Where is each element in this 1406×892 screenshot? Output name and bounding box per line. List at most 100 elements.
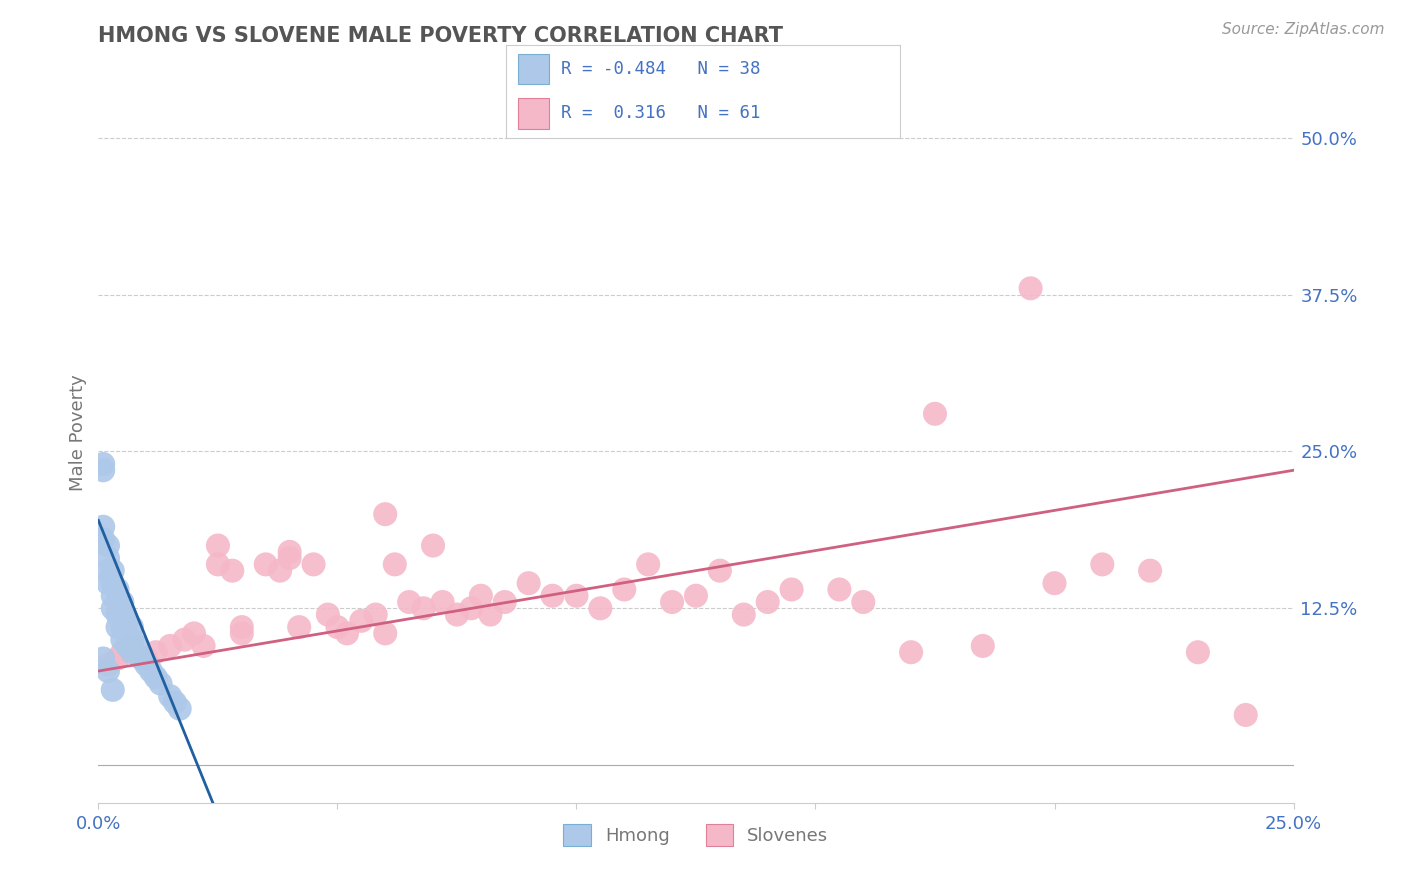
- Point: [565, 589, 588, 603]
- Point: [422, 539, 444, 553]
- Bar: [517, 54, 550, 85]
- Point: [111, 632, 134, 647]
- Point: [709, 564, 731, 578]
- Point: [221, 564, 243, 578]
- Point: [384, 558, 406, 572]
- Point: [173, 632, 195, 647]
- Point: [432, 595, 454, 609]
- Point: [350, 614, 373, 628]
- Point: [316, 607, 339, 622]
- Text: Source: ZipAtlas.com: Source: ZipAtlas.com: [1222, 22, 1385, 37]
- Point: [121, 639, 143, 653]
- Point: [101, 564, 124, 578]
- Point: [97, 539, 120, 553]
- Point: [637, 558, 659, 572]
- Point: [139, 664, 162, 678]
- Point: [1187, 645, 1209, 659]
- Point: [541, 589, 564, 603]
- Bar: [517, 98, 550, 129]
- Point: [780, 582, 803, 597]
- Point: [111, 595, 134, 609]
- Point: [685, 589, 707, 603]
- Point: [661, 595, 683, 609]
- Point: [828, 582, 851, 597]
- Point: [1091, 558, 1114, 572]
- Point: [278, 545, 301, 559]
- Point: [149, 676, 172, 690]
- Point: [900, 645, 922, 659]
- Point: [91, 463, 114, 477]
- Point: [107, 651, 129, 665]
- Point: [446, 607, 468, 622]
- Point: [269, 564, 291, 578]
- Point: [91, 533, 114, 547]
- Point: [135, 657, 157, 672]
- Point: [101, 682, 124, 697]
- Point: [613, 582, 636, 597]
- Point: [91, 457, 114, 471]
- Point: [756, 595, 779, 609]
- Point: [91, 651, 114, 665]
- Legend: Hmong, Slovenes: Hmong, Slovenes: [557, 816, 835, 853]
- Point: [115, 626, 138, 640]
- Point: [111, 620, 134, 634]
- Point: [193, 639, 215, 653]
- Point: [121, 645, 143, 659]
- Point: [852, 595, 875, 609]
- Point: [115, 614, 138, 628]
- Point: [1043, 576, 1066, 591]
- Point: [107, 607, 129, 622]
- Point: [278, 551, 301, 566]
- Point: [374, 507, 396, 521]
- Point: [97, 564, 120, 578]
- Point: [254, 558, 277, 572]
- Point: [107, 620, 129, 634]
- Point: [517, 576, 540, 591]
- Y-axis label: Male Poverty: Male Poverty: [69, 375, 87, 491]
- Text: R =  0.316   N = 61: R = 0.316 N = 61: [561, 104, 761, 122]
- Point: [494, 595, 516, 609]
- Point: [169, 701, 191, 715]
- Point: [111, 645, 134, 659]
- Point: [733, 607, 755, 622]
- Point: [97, 657, 120, 672]
- Text: R = -0.484   N = 38: R = -0.484 N = 38: [561, 60, 761, 78]
- Point: [398, 595, 420, 609]
- Point: [145, 645, 167, 659]
- Point: [374, 626, 396, 640]
- Point: [135, 651, 157, 665]
- Point: [1019, 281, 1042, 295]
- Point: [159, 689, 181, 703]
- Point: [97, 551, 120, 566]
- Point: [231, 626, 253, 640]
- Point: [91, 520, 114, 534]
- Point: [97, 664, 120, 678]
- Point: [101, 576, 124, 591]
- Point: [207, 558, 229, 572]
- Point: [121, 632, 143, 647]
- Point: [412, 601, 434, 615]
- Point: [1139, 564, 1161, 578]
- Point: [183, 626, 205, 640]
- Point: [107, 582, 129, 597]
- Point: [231, 620, 253, 634]
- Point: [111, 607, 134, 622]
- Point: [460, 601, 482, 615]
- Point: [1234, 708, 1257, 723]
- Point: [470, 589, 492, 603]
- Point: [101, 589, 124, 603]
- Point: [207, 539, 229, 553]
- Point: [115, 639, 138, 653]
- Point: [107, 595, 129, 609]
- Point: [302, 558, 325, 572]
- Point: [159, 639, 181, 653]
- Point: [121, 620, 143, 634]
- Point: [364, 607, 387, 622]
- Point: [101, 601, 124, 615]
- Point: [326, 620, 349, 634]
- Point: [479, 607, 502, 622]
- Point: [589, 601, 612, 615]
- Point: [131, 651, 153, 665]
- Point: [288, 620, 311, 634]
- Point: [336, 626, 359, 640]
